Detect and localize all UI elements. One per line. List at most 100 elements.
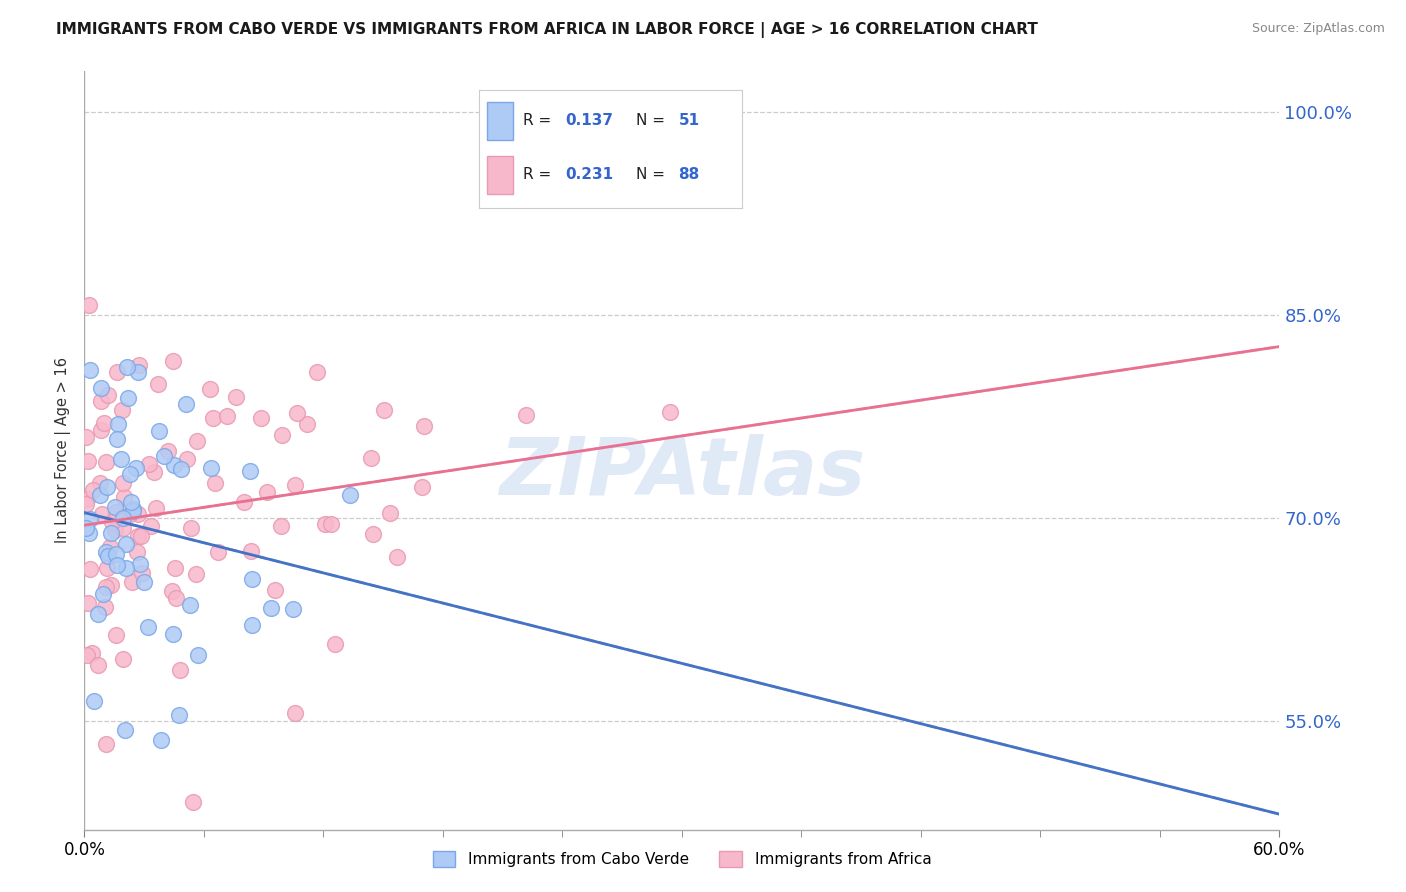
Point	[385, 550, 408, 565]
Point	[112, 521, 135, 535]
Point	[96, 580, 118, 594]
Point	[77, 596, 100, 610]
Point	[167, 708, 190, 723]
Point	[107, 365, 129, 379]
Point	[101, 516, 124, 530]
Point	[319, 516, 342, 531]
Point	[121, 502, 143, 516]
Point	[162, 354, 184, 368]
Point	[105, 505, 128, 519]
Point	[187, 648, 209, 662]
Point	[77, 453, 100, 467]
Point	[94, 600, 117, 615]
Point	[104, 628, 127, 642]
Point	[96, 561, 118, 575]
Point	[75, 430, 97, 444]
Point	[270, 518, 292, 533]
Point	[413, 418, 436, 433]
Point	[128, 557, 150, 571]
Point	[297, 417, 319, 431]
Point	[97, 388, 120, 402]
Point	[240, 617, 263, 632]
Point	[94, 454, 117, 468]
Point	[90, 381, 112, 395]
Point	[89, 476, 111, 491]
Point	[83, 693, 105, 707]
Point	[82, 646, 104, 660]
Point	[361, 527, 384, 541]
Point	[170, 462, 193, 476]
Point	[111, 475, 134, 490]
Point	[82, 483, 104, 497]
Point	[240, 544, 263, 558]
Point	[215, 409, 238, 423]
Point	[91, 587, 114, 601]
Point	[378, 506, 401, 520]
Point	[89, 488, 111, 502]
Point	[373, 402, 395, 417]
Point	[339, 488, 361, 502]
Text: IMMIGRANTS FROM CABO VERDE VS IMMIGRANTS FROM AFRICA IN LABOR FORCE | AGE > 16 C: IMMIGRANTS FROM CABO VERDE VS IMMIGRANTS…	[56, 22, 1038, 38]
Point	[79, 362, 101, 376]
Point	[100, 526, 122, 541]
Point	[260, 601, 283, 615]
Point	[114, 723, 136, 737]
Point	[207, 544, 229, 558]
Point	[79, 561, 101, 575]
Point	[131, 566, 153, 580]
Point	[87, 657, 110, 672]
Point	[111, 651, 134, 665]
Point	[132, 575, 155, 590]
Point	[225, 390, 247, 404]
Point	[176, 396, 198, 410]
Point	[125, 460, 148, 475]
Text: ZIPAtlas: ZIPAtlas	[499, 434, 865, 512]
Point	[659, 405, 682, 419]
Point	[129, 529, 152, 543]
Point	[93, 416, 115, 430]
Point	[139, 519, 162, 533]
Point	[256, 484, 278, 499]
Point	[156, 444, 179, 458]
Point	[204, 476, 226, 491]
Legend: Immigrants from Cabo Verde, Immigrants from Africa: Immigrants from Cabo Verde, Immigrants f…	[425, 844, 939, 875]
Point	[128, 358, 150, 372]
Point	[285, 406, 308, 420]
Point	[238, 464, 260, 478]
Point	[411, 480, 433, 494]
Point	[104, 500, 127, 514]
Point	[283, 602, 305, 616]
Point	[90, 393, 112, 408]
Point	[125, 544, 148, 558]
Text: Source: ZipAtlas.com: Source: ZipAtlas.com	[1251, 22, 1385, 36]
Point	[97, 549, 120, 563]
Point	[77, 298, 100, 312]
Point	[179, 598, 201, 612]
Point	[181, 796, 204, 810]
Point	[515, 408, 537, 422]
Point	[198, 382, 221, 396]
Point	[104, 523, 127, 537]
Point	[143, 465, 166, 479]
Point	[127, 528, 149, 542]
Point	[152, 449, 174, 463]
Point	[105, 558, 128, 572]
Point	[96, 480, 118, 494]
Point	[112, 490, 135, 504]
Point	[146, 376, 169, 391]
Point	[240, 572, 263, 586]
Point	[120, 495, 142, 509]
Point	[127, 508, 149, 522]
Y-axis label: In Labor Force | Age > 16: In Labor Force | Age > 16	[55, 358, 72, 543]
Point	[75, 521, 97, 535]
Point	[94, 545, 117, 559]
Point	[162, 626, 184, 640]
Point	[111, 403, 134, 417]
Point	[79, 512, 101, 526]
Point	[75, 497, 97, 511]
Point	[117, 392, 139, 406]
Point	[96, 737, 118, 751]
Point	[90, 508, 112, 522]
Point	[165, 561, 187, 575]
Point	[284, 477, 307, 491]
